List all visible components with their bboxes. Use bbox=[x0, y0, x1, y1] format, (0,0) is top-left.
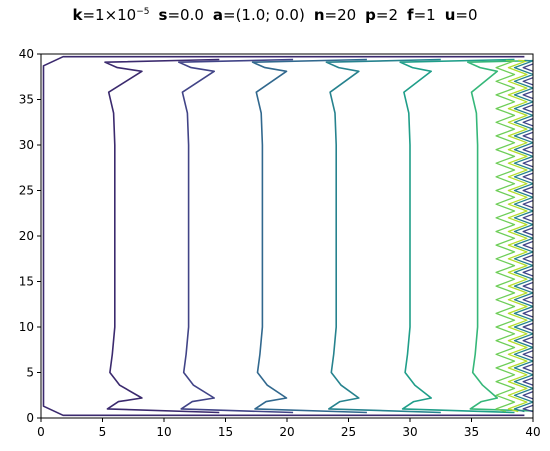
title-param-value: =0.0 bbox=[167, 6, 203, 24]
contour-level-4 bbox=[326, 60, 440, 413]
title-param-key: k bbox=[72, 6, 82, 24]
y-tick-label: 30 bbox=[19, 138, 34, 152]
title-param-key: u bbox=[445, 6, 456, 24]
contour-level-2 bbox=[179, 60, 293, 413]
contour-group bbox=[44, 57, 550, 416]
title-param-key: n bbox=[314, 6, 325, 24]
title-param-n: n=20 bbox=[314, 6, 356, 24]
title-param-exponent: −5 bbox=[136, 7, 149, 17]
title-param-key: a bbox=[213, 6, 223, 24]
contour-level-1 bbox=[105, 60, 219, 413]
y-tick-label: 10 bbox=[19, 320, 34, 334]
contour-level-7 bbox=[496, 60, 514, 411]
x-tick-label: 15 bbox=[218, 425, 233, 439]
contour-level-8 bbox=[508, 60, 527, 411]
y-tick-label: 40 bbox=[19, 47, 34, 61]
contour-boundary bbox=[44, 57, 525, 416]
contour-level-3 bbox=[253, 60, 367, 413]
title-param-value: =2 bbox=[376, 6, 398, 24]
title-param-f: f=1 bbox=[407, 6, 436, 24]
title-param-value: =(1.0; 0.0) bbox=[223, 6, 305, 24]
y-tick-label: 15 bbox=[19, 275, 34, 289]
y-tick-label: 5 bbox=[26, 366, 34, 380]
title-param-value: =1 bbox=[414, 6, 436, 24]
x-tick-label: 10 bbox=[156, 425, 171, 439]
title-param-p: p=2 bbox=[365, 6, 398, 24]
x-tick-label: 25 bbox=[341, 425, 356, 439]
y-tick-label: 0 bbox=[26, 411, 34, 425]
y-tick-label: 25 bbox=[19, 184, 34, 198]
y-tick-label: 35 bbox=[19, 93, 34, 107]
title-param-u: u=0 bbox=[445, 6, 478, 24]
x-tick-label: 20 bbox=[279, 425, 294, 439]
title-param-a: a=(1.0; 0.0) bbox=[213, 6, 305, 24]
x-tick-label: 30 bbox=[402, 425, 417, 439]
x-tick-label: 0 bbox=[37, 425, 45, 439]
title-param-s: s=0.0 bbox=[159, 6, 204, 24]
y-tick-label: 20 bbox=[19, 229, 34, 243]
x-tick-label: 40 bbox=[525, 425, 540, 439]
contour-level-9 bbox=[515, 60, 534, 411]
contour-level-5 bbox=[400, 60, 514, 413]
title-param-value: =0 bbox=[455, 6, 477, 24]
x-tick-label: 35 bbox=[464, 425, 479, 439]
title-param-value: =1×10 bbox=[82, 6, 136, 24]
title-param-value: =20 bbox=[325, 6, 357, 24]
title-param-k: k=1×10−5 bbox=[72, 6, 149, 24]
chart-title: k=1×10−5 s=0.0 a=(1.0; 0.0) n=20 p=2 f=1 u=0 bbox=[0, 6, 550, 24]
title-param-key: p bbox=[365, 6, 376, 24]
x-tick-label: 5 bbox=[99, 425, 107, 439]
